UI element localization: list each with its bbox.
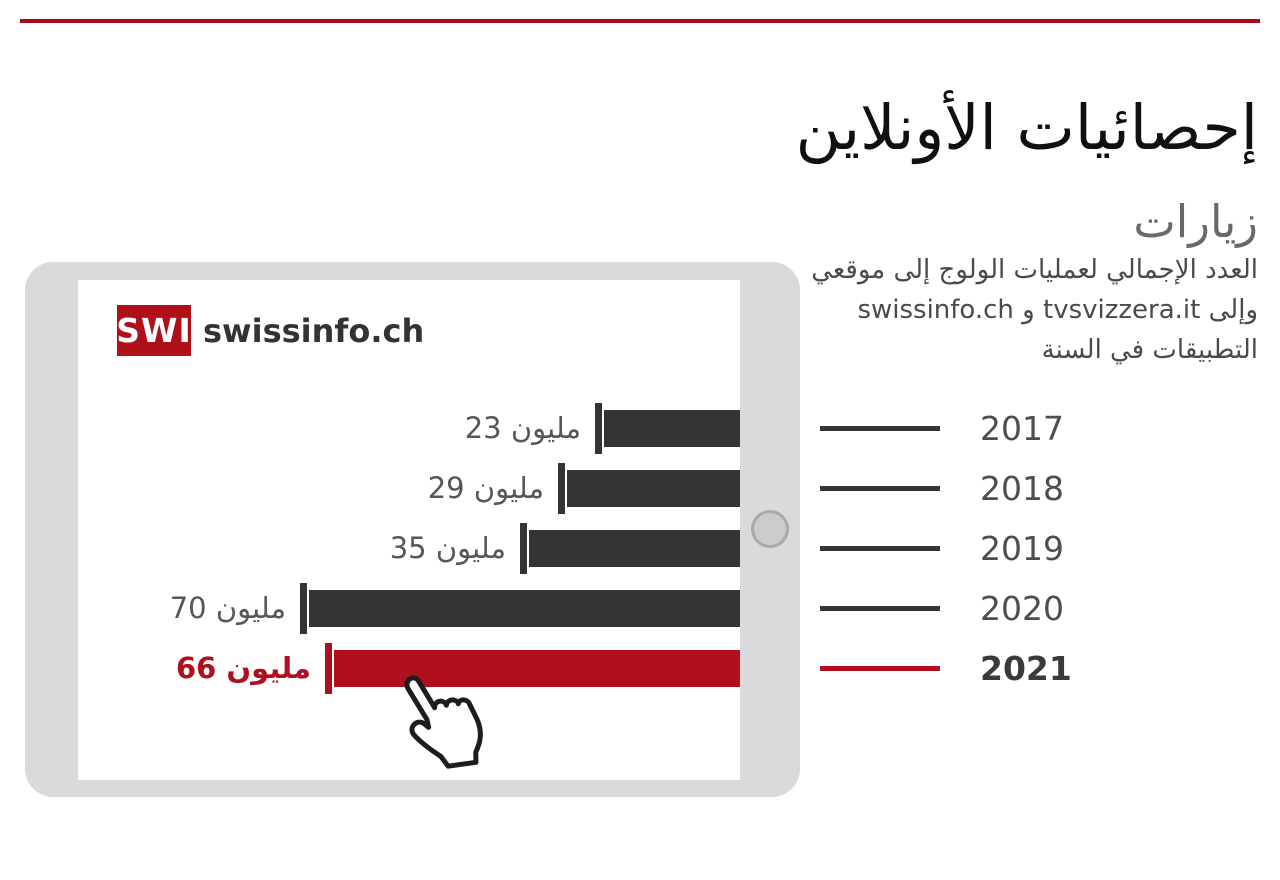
bar-row-2017: 23 مليون	[78, 403, 740, 454]
description-line-2: وإلى tvsvizzera.it و swissinfo.ch	[857, 295, 1258, 325]
bar-row-2018: 29 مليون	[78, 463, 740, 514]
bar-value-label: 70 مليون	[169, 591, 286, 625]
legend-year-label: 2021	[980, 649, 1072, 688]
bar-end-cap	[520, 523, 527, 574]
legend-row-2020: 2020	[820, 590, 1120, 627]
bar-end-cap	[300, 583, 307, 634]
legend-year-label: 2019	[980, 529, 1064, 568]
section-heading: زيارات	[1133, 195, 1258, 248]
legend-row-2017: 2017	[820, 410, 1120, 447]
bar-fill	[604, 410, 740, 447]
top-red-rule	[20, 19, 1260, 23]
legend-line	[820, 426, 940, 431]
bar-end-cap	[325, 643, 332, 694]
bar-fill	[334, 650, 740, 687]
legend-year-label: 2020	[980, 589, 1064, 628]
description-line-1: العدد الإجمالي لعمليات الولوج إلى موقعي	[811, 255, 1258, 285]
legend-line	[820, 606, 940, 611]
hand-pointer-icon	[404, 675, 483, 769]
tablet-screen: SWI swissinfo.ch 23 مليون 29 مليون 35 مليو…	[78, 280, 740, 780]
legend-year-label: 2018	[980, 469, 1064, 508]
bar-row-2019: 35 مليون	[78, 523, 740, 574]
legend-line	[820, 666, 940, 671]
bar-fill	[309, 590, 740, 627]
swi-logo-badge: SWI	[116, 305, 191, 356]
swissinfo-wordmark: swissinfo.ch	[203, 311, 425, 350]
bar-end-cap	[558, 463, 565, 514]
section-description: العدد الإجمالي لعمليات الولوج إلى موقعي …	[788, 250, 1258, 370]
legend-row-2018: 2018	[820, 470, 1120, 507]
legend-line	[820, 546, 940, 551]
bar-row-2020: 70 مليون	[78, 583, 740, 634]
swissinfo-logo: SWI swissinfo.ch	[116, 305, 425, 356]
legend-row-2019: 2019	[820, 530, 1120, 567]
legend-year-label: 2017	[980, 409, 1064, 448]
legend-row-2021: 2021	[820, 650, 1120, 687]
legend-line	[820, 486, 940, 491]
bar-row-2021: 66 مليون	[78, 643, 740, 694]
tablet-illustration: SWI swissinfo.ch 23 مليون 29 مليون 35 مليو…	[25, 262, 800, 797]
bar-value-label: 23 مليون	[464, 411, 581, 445]
bar-value-label: 29 مليون	[427, 471, 544, 505]
bar-end-cap	[595, 403, 602, 454]
bar-value-label: 66 مليون	[175, 651, 311, 685]
bar-fill	[567, 470, 740, 507]
description-line-3: التطبيقات في السنة	[1041, 335, 1258, 365]
home-button-icon	[751, 510, 789, 548]
page-title: إحصائيات الأونلاين	[795, 90, 1258, 164]
bar-fill	[529, 530, 740, 567]
bar-value-label: 35 مليون	[389, 531, 506, 565]
